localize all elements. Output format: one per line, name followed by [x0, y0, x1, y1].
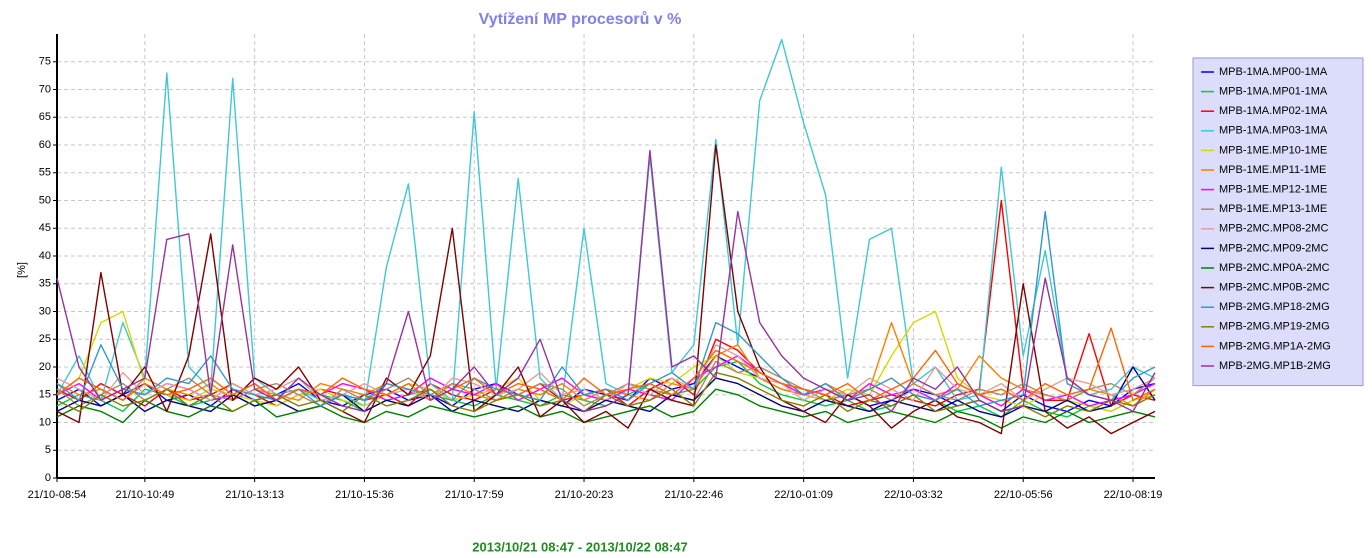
legend-box [1192, 57, 1364, 387]
y-axis-label: [%] [16, 262, 28, 278]
series-line [56, 327, 1156, 401]
y-tick-label: 15 [39, 389, 51, 401]
x-axis-label: 2013/10/21 08:47 - 2013/10/22 08:47 [472, 539, 687, 554]
legend-label: MPB-2MG.MP18-2MG [1219, 301, 1330, 313]
series-line [56, 38, 1156, 407]
legend-label: MPB-2MC.MP0B-2MC [1219, 282, 1330, 294]
legend-label: MPB-1MA.MP03-1MA [1219, 125, 1328, 137]
x-tick-label: 22/10-08:19 [1104, 489, 1163, 501]
x-tick-label: 21/10-20:23 [555, 489, 614, 501]
y-tick-label: 10 [39, 416, 51, 428]
x-tick-label: 22/10-03:32 [884, 489, 943, 501]
x-tick-label: 21/10-10:49 [115, 489, 174, 501]
x-tick-label: 22/10-05:56 [994, 489, 1053, 501]
legend-label: MPB-2MC.MP0A-2MC [1219, 262, 1330, 274]
legend-label: MPB-2MG.MP19-2MG [1219, 321, 1330, 333]
series-line [56, 321, 1156, 407]
legend-label: MPB-1MA.MP02-1MA [1219, 105, 1328, 117]
y-tick-label: 75 [39, 56, 51, 68]
legend-label: MPB-1ME.MP11-1ME [1219, 164, 1326, 176]
x-tick-label: 22/10-01:09 [774, 489, 833, 501]
x-tick-label: 21/10-22:46 [664, 489, 723, 501]
series-line [56, 144, 1156, 435]
y-tick-label: 65 [39, 111, 51, 123]
x-tick-label: 21/10-13:13 [225, 489, 284, 501]
y-tick-label: 40 [39, 250, 51, 262]
legend-label: MPB-1ME.MP13-1ME [1219, 203, 1327, 215]
x-tick-label: 21/10-17:59 [445, 489, 504, 501]
series-line [56, 310, 1156, 413]
y-tick-label: 30 [39, 305, 51, 317]
series-line [56, 366, 1156, 418]
legend-label: MPB-1ME.MP10-1ME [1219, 144, 1327, 156]
legend-label: MPB-2MC.MP09-2MC [1219, 242, 1328, 254]
y-tick-label: 35 [39, 278, 51, 290]
y-tick-label: 0 [45, 472, 51, 484]
legend-label: MPB-2MG.MP1B-2MG [1219, 360, 1331, 372]
y-tick-label: 60 [39, 139, 51, 151]
legend-label: MPB-1ME.MP12-1ME [1219, 184, 1327, 196]
y-tick-label: 5 [45, 444, 51, 456]
y-tick-label: 70 [39, 83, 51, 95]
y-tick-label: 55 [39, 167, 51, 179]
legend-label: MPB-1MA.MP01-1MA [1219, 86, 1328, 98]
legend-label: MPB-2MG.MP1A-2MG [1219, 340, 1331, 352]
x-tick-label: 21/10-15:36 [335, 489, 394, 501]
y-tick-label: 25 [39, 333, 51, 345]
series-line [56, 149, 1156, 413]
x-tick-label: 21/10-08:54 [28, 489, 87, 501]
y-tick-label: 50 [39, 194, 51, 206]
legend-label: MPB-1MA.MP00-1MA [1219, 66, 1328, 78]
y-tick-label: 45 [39, 222, 51, 234]
chart-title: Vytížení MP procesorů v % [479, 11, 682, 28]
legend-label: MPB-2MC.MP08-2MC [1219, 223, 1328, 235]
y-tick-label: 20 [39, 361, 51, 373]
